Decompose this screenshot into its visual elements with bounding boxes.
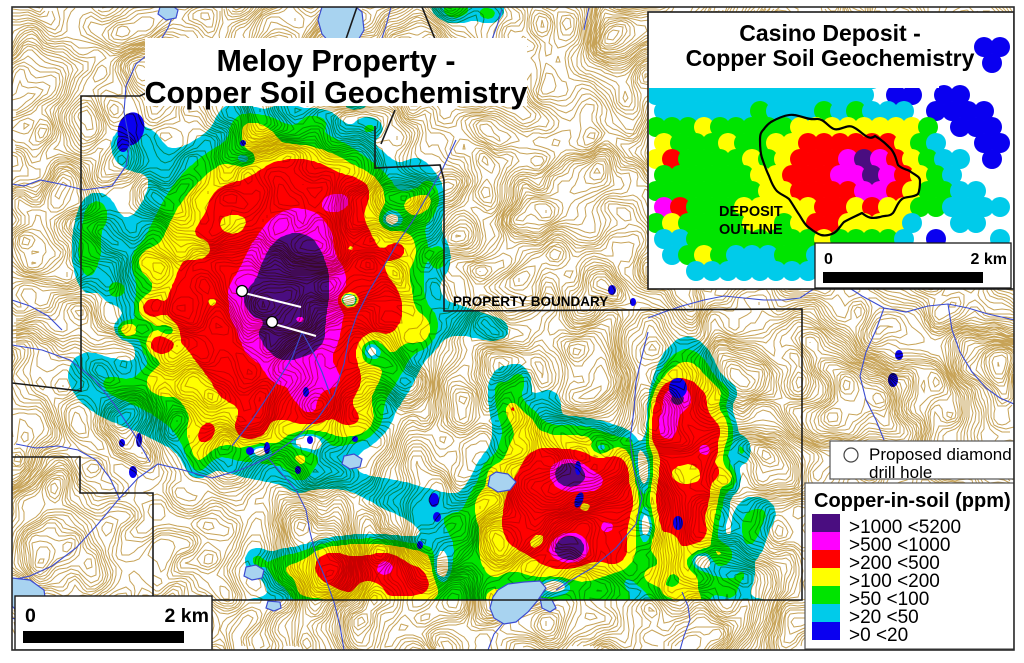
svg-text:0: 0 — [25, 605, 36, 627]
svg-text:Casino Deposit -: Casino Deposit - — [739, 20, 920, 46]
svg-text:>200 <500: >200 <500 — [849, 553, 940, 574]
svg-text:Copper Soil Geochemistry: Copper Soil Geochemistry — [686, 45, 975, 71]
svg-text:PROPERTY BOUNDARY: PROPERTY BOUNDARY — [453, 294, 608, 309]
svg-text:>100 <200: >100 <200 — [849, 571, 940, 592]
svg-text:2 km: 2 km — [165, 605, 209, 627]
svg-text:>0 <20: >0 <20 — [849, 625, 908, 646]
svg-text:Meloy Property -: Meloy Property - — [217, 44, 456, 78]
svg-text:>20 <50: >20 <50 — [849, 607, 919, 628]
svg-text:0: 0 — [824, 251, 833, 268]
svg-text:Copper Soil Geochemistry: Copper Soil Geochemistry — [144, 76, 527, 110]
svg-text:Proposed diamond: Proposed diamond — [869, 445, 1012, 464]
svg-text:Copper-in-soil (ppm): Copper-in-soil (ppm) — [814, 490, 1011, 512]
svg-text:>500 <1000: >500 <1000 — [849, 535, 950, 556]
svg-text:>50 <100: >50 <100 — [849, 589, 929, 610]
svg-text:DEPOSIT: DEPOSIT — [719, 204, 783, 220]
svg-text:OUTLINE: OUTLINE — [719, 222, 783, 238]
svg-text:2 km: 2 km — [971, 251, 1007, 268]
svg-text:>1000 <5200: >1000 <5200 — [849, 517, 961, 538]
svg-text:drill hole: drill hole — [869, 463, 932, 482]
